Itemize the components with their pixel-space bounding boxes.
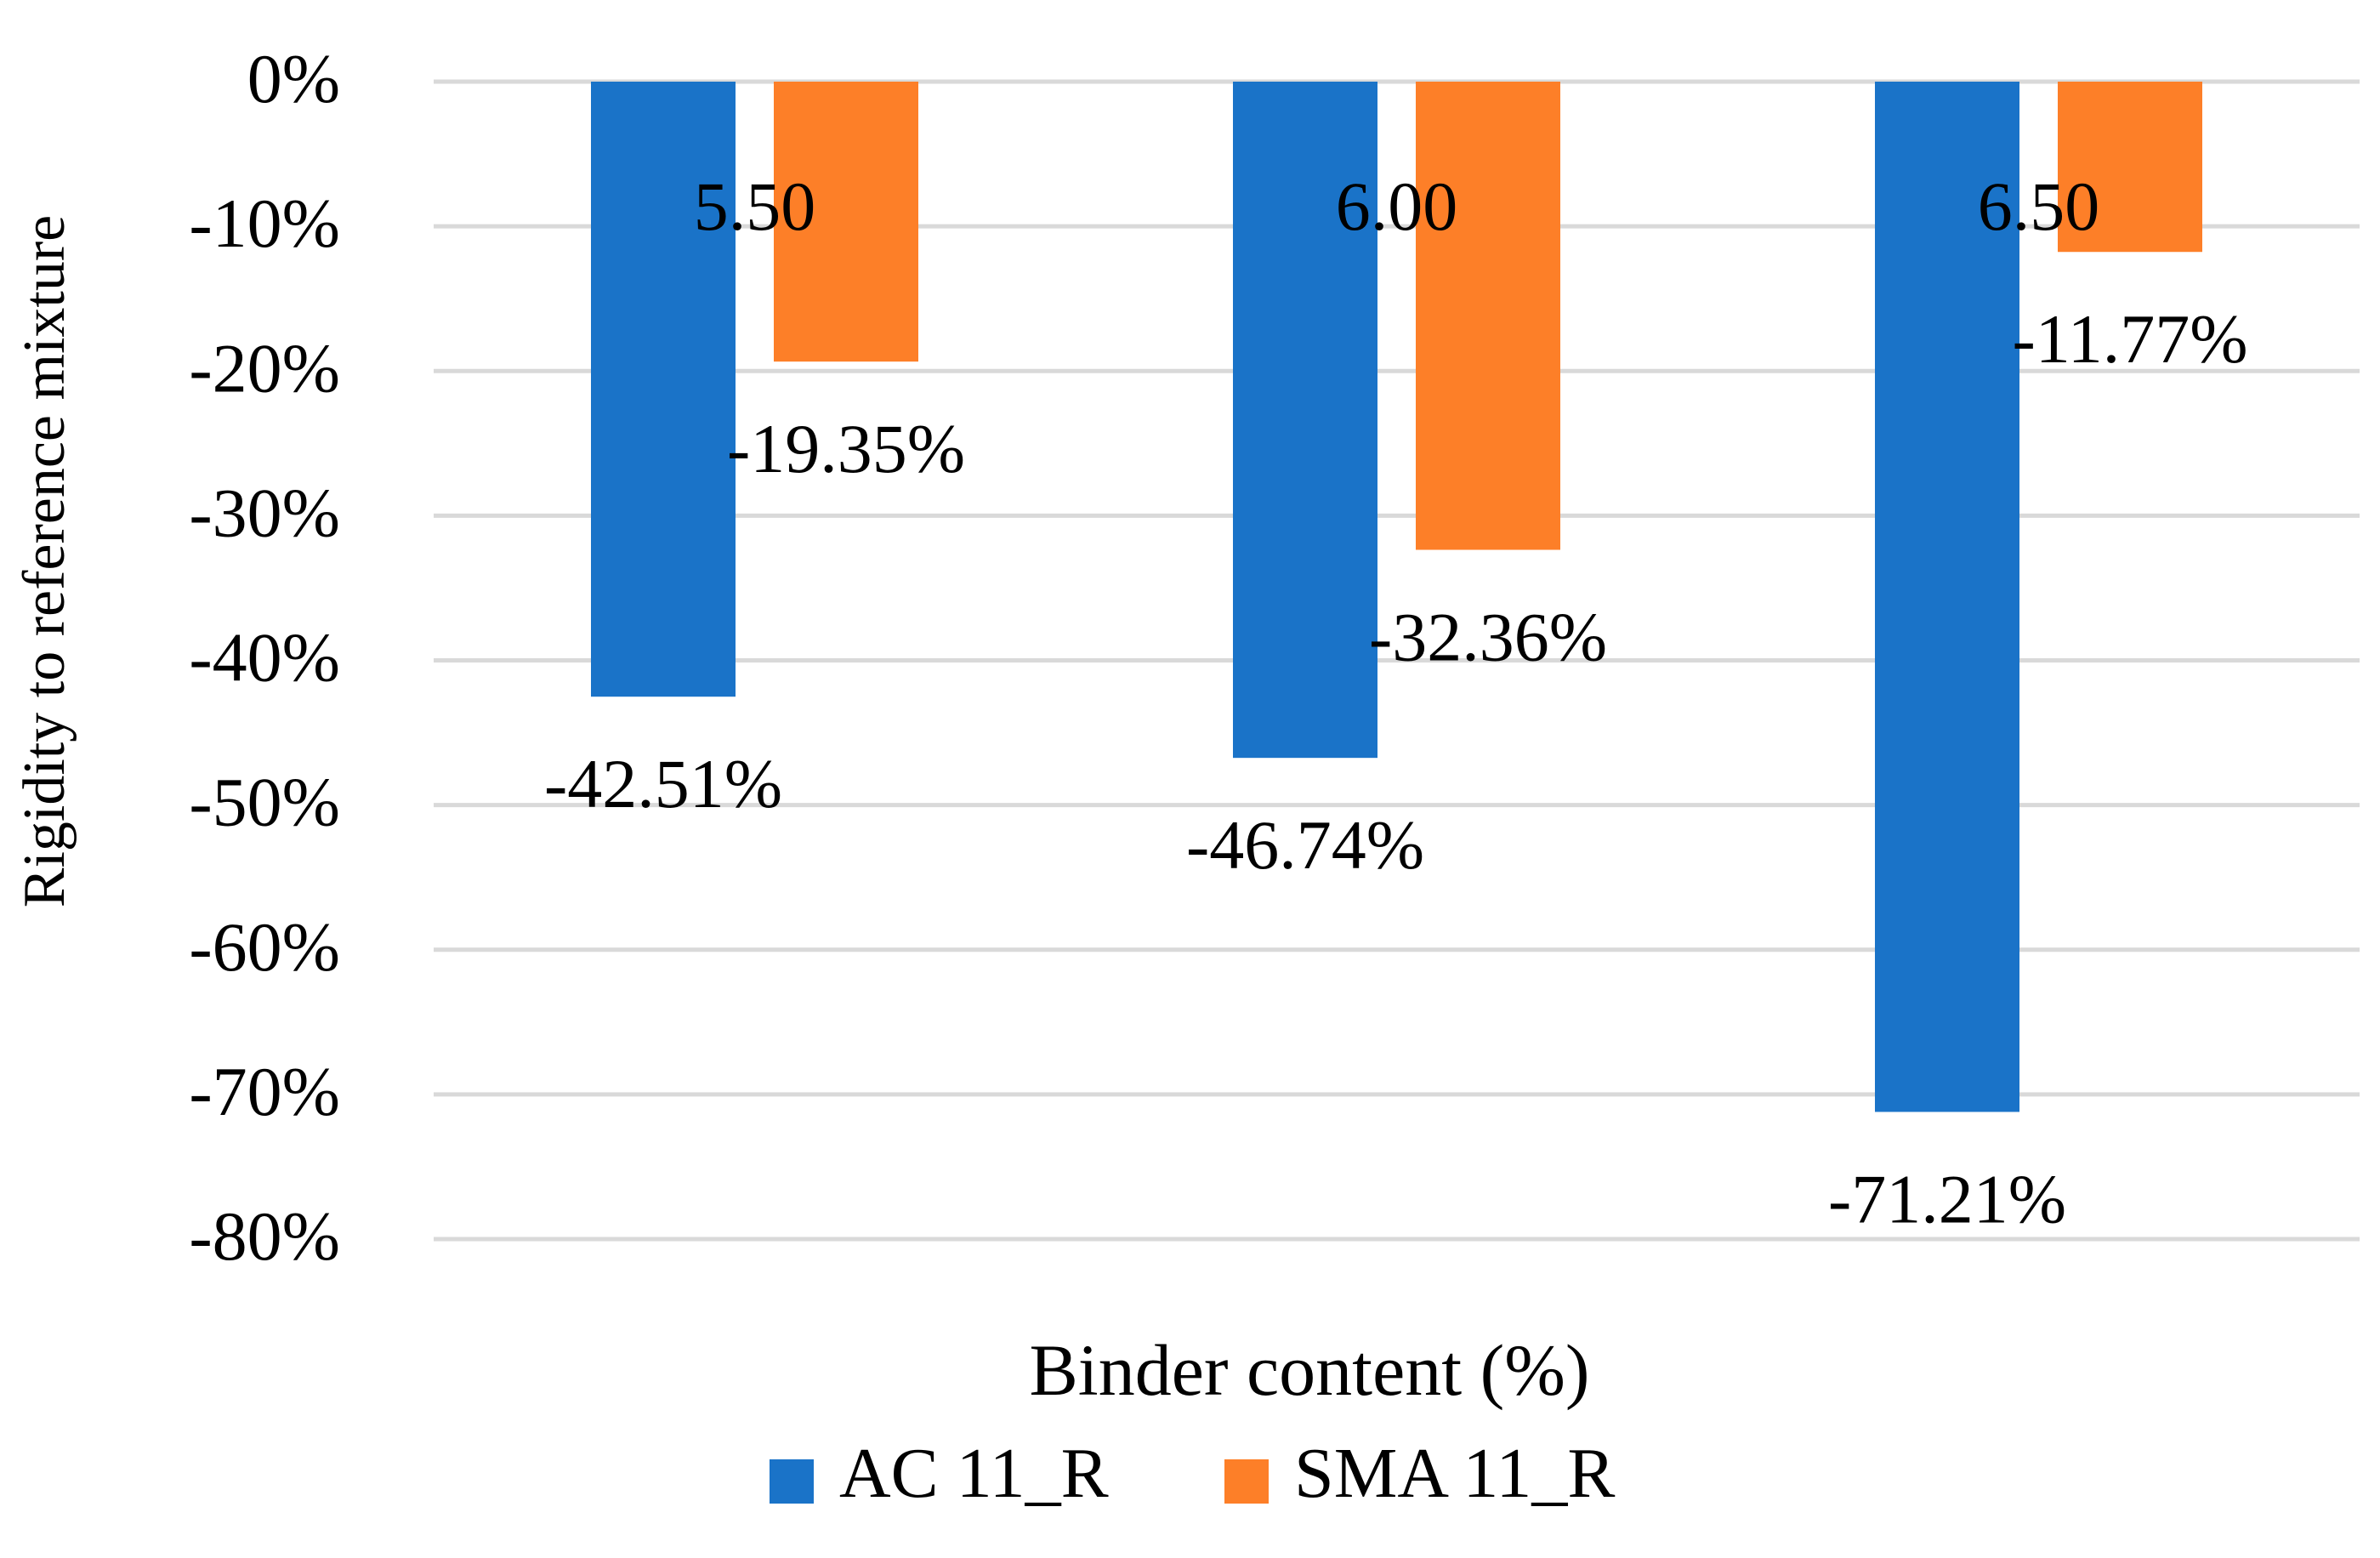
bar-sma-11-r-6-50 bbox=[2058, 82, 2202, 253]
bars bbox=[591, 82, 2202, 1112]
bar-sma-11-r-6-00 bbox=[1416, 82, 1560, 550]
category-label: 6.50 bbox=[1978, 168, 2100, 245]
y-tick-label: -70% bbox=[189, 1053, 340, 1130]
legend-swatch bbox=[1224, 1459, 1269, 1504]
y-tick-label: -40% bbox=[189, 619, 340, 697]
data-label: -32.36% bbox=[1369, 599, 1607, 676]
data-labels: -42.51% -19.35% -46.74% -32.36% -71.21% -11.7… bbox=[544, 300, 2248, 1237]
category-labels: 5.50 6.00 6.50 bbox=[694, 168, 2100, 245]
legend-label: SMA 11_R bbox=[1294, 1434, 1615, 1513]
x-axis-title: Binder content (%) bbox=[1029, 1329, 1589, 1411]
bar-ac-11-r-5-50 bbox=[591, 82, 736, 697]
category-label: 6.00 bbox=[1336, 168, 1458, 245]
category-label: 5.50 bbox=[694, 168, 816, 245]
data-label: -46.74% bbox=[1186, 806, 1424, 884]
y-tick-label: 0% bbox=[247, 40, 340, 117]
y-tick-label: -50% bbox=[189, 764, 340, 841]
gridlines bbox=[434, 79, 2360, 1242]
bar-sma-11-r-5-50 bbox=[774, 82, 918, 362]
data-label: -19.35% bbox=[727, 410, 965, 487]
y-tick-label: -10% bbox=[189, 185, 340, 262]
legend-label: AC 11_R bbox=[839, 1434, 1109, 1513]
bar-ac-11-r-6-00 bbox=[1233, 82, 1377, 759]
data-label: -42.51% bbox=[544, 745, 782, 822]
y-axis-title: Rigidity to reference mixture bbox=[12, 215, 77, 907]
y-tick-label: -60% bbox=[189, 908, 340, 986]
y-tick-label: -20% bbox=[189, 329, 340, 407]
legend-swatch bbox=[770, 1459, 814, 1504]
y-tick-label: -80% bbox=[189, 1197, 340, 1275]
data-label: -71.21% bbox=[1828, 1160, 2066, 1237]
y-axis: 0% -10% -20% -30% -40% -50% -60% -70% -80% bbox=[189, 40, 340, 1275]
bar-ac-11-r-6-50 bbox=[1875, 82, 2019, 1112]
legend: AC 11_R SMA 11_R bbox=[770, 1434, 1615, 1513]
data-label: -11.77% bbox=[2012, 300, 2247, 378]
y-tick-label: -30% bbox=[189, 474, 340, 551]
